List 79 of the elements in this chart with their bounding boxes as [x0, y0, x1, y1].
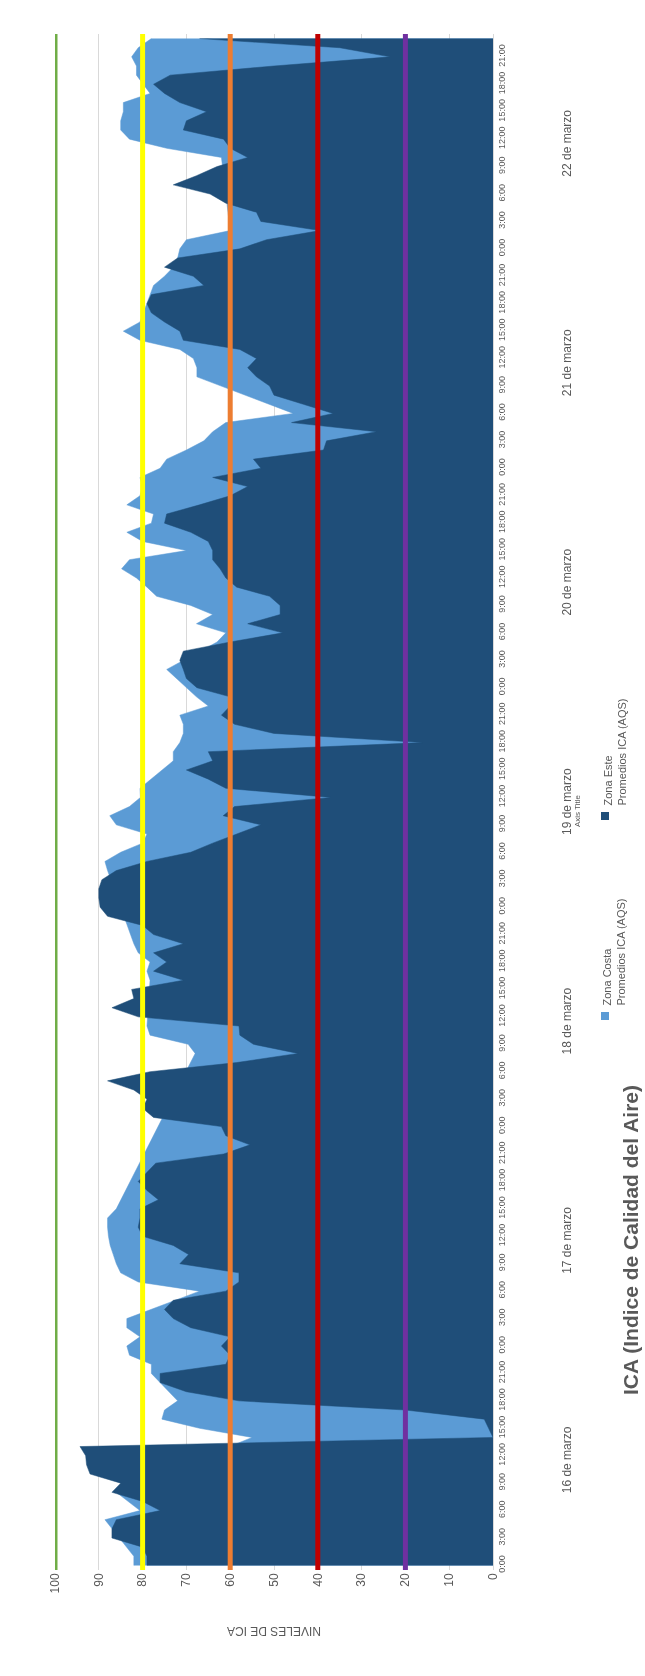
- text: 21 de marzo: [559, 329, 574, 397]
- y-tick-label: 21:00: [496, 1360, 507, 1384]
- x-tick-label: 100: [47, 1573, 62, 1594]
- y-tick-label: 6:00: [496, 1500, 507, 1518]
- y-tick-label: 12:00: [496, 345, 507, 369]
- x-tick-label: 60: [223, 1573, 238, 1587]
- y-tick-label: 12:00: [496, 1223, 507, 1247]
- y-tick-label: 9:00: [496, 1253, 507, 1272]
- y-tick-label: 21:00: [496, 44, 507, 67]
- y-tick-label: 9:00: [496, 1473, 507, 1491]
- x-axis-title: NIVELES DE ICA: [226, 1624, 321, 1638]
- y-tick-label: 0:00: [496, 897, 507, 915]
- x-tick-label: 10: [442, 1573, 457, 1587]
- y-tick-label: 6:00: [496, 1281, 507, 1299]
- y-tick-label: 6:00: [496, 183, 507, 202]
- y-tick-label: 0:00: [496, 1335, 507, 1354]
- y-tick-label: 15:00: [496, 1415, 507, 1439]
- y-tick-label: 21:00: [496, 921, 507, 945]
- x-tick-label: 30: [354, 1573, 369, 1587]
- y-tick-label: 6:00: [496, 403, 507, 421]
- x-tick-label: 20: [398, 1573, 413, 1587]
- y-tick-label: 18:00: [496, 510, 507, 534]
- y-tick-label: 18:00: [496, 291, 507, 314]
- text: 16 de marzo: [559, 1426, 574, 1494]
- y-tick-label: 12:00: [496, 1443, 507, 1466]
- y-tick-label: 3:00: [496, 650, 507, 668]
- text: Zona Este Promedios ICA (AQS): [601, 698, 628, 806]
- y-tick-label: 6:00: [496, 842, 507, 860]
- x-tick-label: 0: [485, 1573, 500, 1581]
- y-tick-label: 3:00: [496, 1308, 507, 1326]
- y-tick-label: 9:00: [496, 156, 507, 174]
- y-tick-label: 18:00: [496, 1388, 507, 1411]
- text: Zona Costa Promedios ICA (AQS): [600, 898, 627, 1006]
- x-tick-label: 80: [135, 1573, 150, 1587]
- y-tick-label: 21:00: [496, 483, 507, 506]
- y-tick-label: 9:00: [496, 375, 507, 394]
- y-tick-label: 15:00: [496, 1196, 507, 1219]
- y-tick-label: 3:00: [496, 1089, 507, 1107]
- y-tick-label: 15:00: [496, 318, 507, 342]
- y-tick-label: 12:00: [496, 565, 507, 588]
- text: 18 de marzo: [559, 987, 574, 1055]
- y-tick-label: 3:00: [496, 430, 507, 449]
- y-tick-label: 0:00: [496, 1555, 507, 1573]
- y-tick-label: 18:00: [496, 71, 507, 95]
- y-tick-label: 6:00: [496, 622, 507, 641]
- text: 19 de marzo: [560, 767, 574, 835]
- y-tick-label: 12:00: [496, 784, 507, 808]
- y-tick-label: 0:00: [496, 677, 507, 696]
- y-tick-label: 15:00: [496, 757, 507, 780]
- y-tick-label: 9:00: [496, 1034, 507, 1052]
- y-tick-label: 15:00: [496, 99, 507, 122]
- text: Axis Title: [573, 794, 582, 827]
- x-tick-label: 70: [179, 1573, 194, 1587]
- y-tick-label: 0:00: [496, 1116, 507, 1134]
- y-tick-label: 0:00: [496, 238, 507, 257]
- x-tick-label: 90: [91, 1573, 106, 1587]
- x-tick-label: 40: [310, 1573, 325, 1587]
- text: 22 de marzo: [560, 109, 575, 177]
- text: ICA (Indice de Calidad del Aire): [619, 1085, 642, 1395]
- y-tick-label: 3:00: [496, 1527, 507, 1546]
- y-tick-label: 21:00: [496, 1141, 507, 1164]
- y-tick-label: 18:00: [496, 1168, 507, 1192]
- text: 17 de marzo: [560, 1206, 575, 1274]
- y-tick-label: 18:00: [496, 949, 507, 972]
- y-tick-label: 15:00: [496, 537, 507, 561]
- y-tick-label: 18:00: [496, 729, 507, 753]
- y-tick-label: 3:00: [496, 211, 507, 229]
- y-tick-label: 12:00: [496, 1004, 507, 1027]
- y-tick-label: 9:00: [496, 595, 507, 613]
- y-tick-label: 0:00: [496, 458, 507, 476]
- x-tick-label: 50: [266, 1573, 281, 1587]
- y-tick-label: 6:00: [496, 1061, 507, 1080]
- y-tick-label: 21:00: [496, 702, 507, 726]
- y-tick-label: 12:00: [496, 126, 507, 150]
- y-tick-label: 9:00: [496, 814, 507, 833]
- y-tick-label: 21:00: [496, 263, 507, 287]
- y-tick-label: 3:00: [496, 869, 507, 888]
- text: 20 de marzo: [560, 548, 575, 616]
- y-tick-label: 15:00: [496, 976, 507, 1000]
